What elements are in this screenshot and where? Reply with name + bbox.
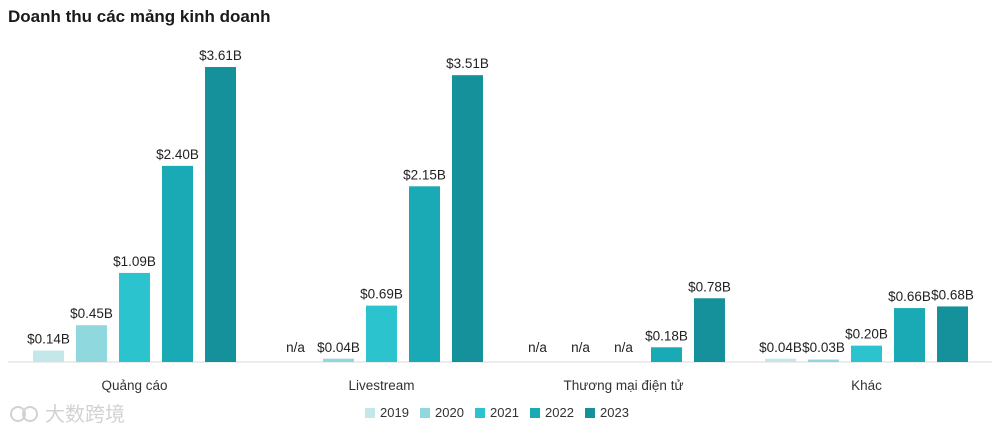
legend-swatch-2021: [475, 408, 485, 418]
legend-label-2020: 2020: [435, 405, 464, 420]
bar-quang-cao-2021: [119, 272, 150, 362]
bar-thuong-mai-dien-tu-2023: [694, 298, 725, 362]
value-label-thuong-mai-dien-tu-2021: n/a: [614, 340, 633, 355]
value-label-livestream-2023: $3.51B: [446, 56, 489, 71]
value-label-quang-cao-2023: $3.61B: [199, 48, 242, 63]
watermark-icon: [10, 406, 26, 422]
value-label-khac-2020: $0.03B: [802, 340, 845, 355]
bar-livestream-2021: [366, 305, 397, 362]
legend-label-2023: 2023: [600, 405, 629, 420]
legend-swatch-2019: [365, 408, 375, 418]
legend: 2019 2020 2021 2022 2023: [365, 405, 629, 420]
bar-thuong-mai-dien-tu-2022: [651, 347, 682, 362]
value-label-quang-cao-2019: $0.14B: [27, 332, 70, 347]
bar-livestream-2022: [409, 186, 440, 362]
bar-quang-cao-2020: [76, 325, 107, 362]
value-label-thuong-mai-dien-tu-2022: $0.18B: [645, 328, 688, 343]
value-label-livestream-2021: $0.69B: [360, 287, 403, 302]
bar-khac-2022: [894, 308, 925, 362]
legend-label-2019: 2019: [380, 405, 409, 420]
bar-khac-2021: [851, 345, 882, 362]
category-labels-group: Quảng cáo Livestream Thương mại điện tử Khá…: [101, 378, 882, 393]
category-label-quang-cao: Quảng cáo: [101, 378, 167, 393]
legend-label-2021: 2021: [490, 405, 519, 420]
watermark-icon-2: [22, 406, 38, 422]
value-label-khac-2021: $0.20B: [845, 327, 888, 342]
value-label-quang-cao-2020: $0.45B: [70, 306, 113, 321]
chart-title: Doanh thu các mảng kinh doanh: [8, 7, 271, 26]
legend-swatch-2022: [530, 408, 540, 418]
bar-livestream-2023: [452, 75, 483, 362]
legend-label-2022: 2022: [545, 405, 574, 420]
bar-livestream-2020: [323, 358, 354, 362]
value-label-thuong-mai-dien-tu-2019: n/a: [528, 340, 547, 355]
value-label-khac-2022: $0.66B: [888, 289, 931, 304]
value-label-quang-cao-2022: $2.40B: [156, 147, 199, 162]
watermark-text: 大数跨境: [45, 402, 125, 426]
value-label-thuong-mai-dien-tu-2023: $0.78B: [688, 279, 731, 294]
category-label-khac: Khác: [851, 378, 882, 393]
category-label-thuong-mai-dien-tu: Thương mại điện tử: [564, 378, 684, 393]
bar-khac-2019: [765, 358, 796, 362]
bar-quang-cao-2022: [162, 165, 193, 362]
bars-group: [33, 67, 968, 362]
watermark: 大数跨境: [10, 402, 125, 426]
bar-khac-2020: [808, 359, 839, 362]
value-label-thuong-mai-dien-tu-2020: n/a: [571, 340, 590, 355]
value-label-livestream-2019: n/a: [286, 340, 305, 355]
value-label-quang-cao-2021: $1.09B: [113, 254, 156, 269]
legend-swatch-2023: [585, 408, 595, 418]
value-label-livestream-2022: $2.15B: [403, 167, 446, 182]
legend-swatch-2020: [420, 408, 430, 418]
bar-quang-cao-2023: [205, 67, 236, 362]
value-label-livestream-2020: $0.04B: [317, 340, 360, 355]
bar-khac-2023: [937, 306, 968, 362]
value-label-khac-2023: $0.68B: [931, 287, 974, 302]
category-label-livestream: Livestream: [348, 378, 414, 393]
bar-quang-cao-2019: [33, 350, 64, 362]
value-label-khac-2019: $0.04B: [759, 340, 802, 355]
